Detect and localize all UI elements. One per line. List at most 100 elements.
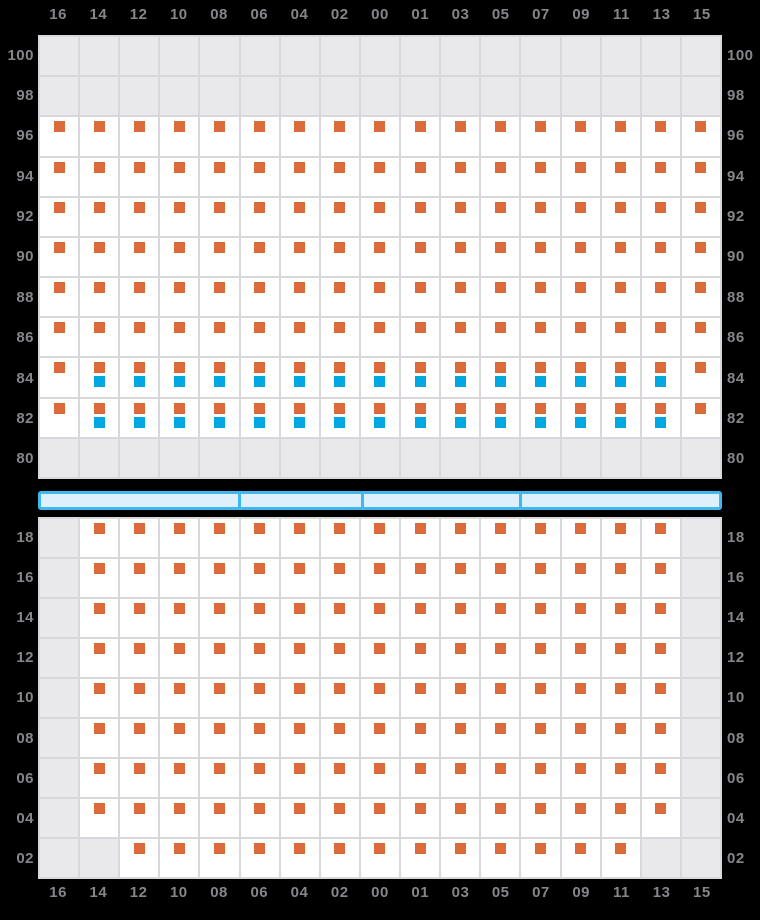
slot-cell[interactable] xyxy=(481,679,520,717)
slot-cell[interactable] xyxy=(481,639,520,677)
slot-cell[interactable] xyxy=(481,398,520,437)
slot-cell[interactable] xyxy=(681,719,720,757)
slot-cell[interactable] xyxy=(360,719,400,757)
slot-cell[interactable] xyxy=(521,398,560,437)
slot-cell[interactable] xyxy=(681,519,720,557)
slot-cell[interactable] xyxy=(160,839,199,877)
slot-cell[interactable] xyxy=(681,438,720,477)
slot-cell[interactable] xyxy=(441,197,480,236)
slot-cell[interactable] xyxy=(320,37,359,76)
slot-cell[interactable] xyxy=(521,278,560,317)
slot-cell[interactable] xyxy=(280,278,319,317)
slot-cell[interactable] xyxy=(320,559,359,597)
slot-cell[interactable] xyxy=(521,519,560,557)
slot-cell[interactable] xyxy=(601,719,640,757)
slot-cell[interactable] xyxy=(641,559,680,597)
slot-cell[interactable] xyxy=(641,398,680,437)
slot-cell[interactable] xyxy=(40,278,79,317)
slot-cell[interactable] xyxy=(681,318,720,357)
slot-cell[interactable] xyxy=(401,639,440,677)
slot-cell[interactable] xyxy=(481,318,520,357)
slot-cell[interactable] xyxy=(120,157,159,196)
slot-cell[interactable] xyxy=(681,679,720,717)
slot-cell[interactable] xyxy=(200,117,239,156)
slot-cell[interactable] xyxy=(240,358,279,397)
slot-cell[interactable] xyxy=(521,438,560,477)
slot-cell[interactable] xyxy=(240,237,279,277)
slot-cell[interactable] xyxy=(441,839,480,877)
slot-cell[interactable] xyxy=(601,197,640,236)
slot-cell[interactable] xyxy=(200,237,239,277)
slot-cell[interactable] xyxy=(120,117,159,156)
slot-cell[interactable] xyxy=(601,237,640,277)
slot-cell[interactable] xyxy=(360,237,400,277)
slot-cell[interactable] xyxy=(641,679,680,717)
slot-cell[interactable] xyxy=(200,318,239,357)
slot-cell[interactable] xyxy=(601,559,640,597)
slot-cell[interactable] xyxy=(240,37,279,76)
slot-cell[interactable] xyxy=(80,679,119,717)
slot-cell[interactable] xyxy=(240,839,279,877)
slot-cell[interactable] xyxy=(320,398,359,437)
slot-cell[interactable] xyxy=(641,438,680,477)
slot-cell[interactable] xyxy=(401,599,440,637)
slot-cell[interactable] xyxy=(360,77,400,116)
slot-cell[interactable] xyxy=(561,839,600,877)
slot-cell[interactable] xyxy=(240,438,279,477)
slot-cell[interactable] xyxy=(80,237,119,277)
slot-cell[interactable] xyxy=(360,679,400,717)
slot-cell[interactable] xyxy=(120,318,159,357)
slot-cell[interactable] xyxy=(320,358,359,397)
slot-cell[interactable] xyxy=(641,759,680,797)
slot-cell[interactable] xyxy=(160,157,199,196)
slot-cell[interactable] xyxy=(681,559,720,597)
slot-cell[interactable] xyxy=(160,318,199,357)
slot-cell[interactable] xyxy=(40,799,79,837)
slot-cell[interactable] xyxy=(80,77,119,116)
slot-cell[interactable] xyxy=(681,398,720,437)
slot-cell[interactable] xyxy=(481,278,520,317)
slot-cell[interactable] xyxy=(401,77,440,116)
slot-cell[interactable] xyxy=(200,719,239,757)
slot-cell[interactable] xyxy=(320,599,359,637)
slot-cell[interactable] xyxy=(240,519,279,557)
slot-cell[interactable] xyxy=(401,839,440,877)
slot-cell[interactable] xyxy=(561,559,600,597)
slot-cell[interactable] xyxy=(481,559,520,597)
slot-cell[interactable] xyxy=(160,278,199,317)
slot-cell[interactable] xyxy=(240,559,279,597)
slot-cell[interactable] xyxy=(401,237,440,277)
slot-cell[interactable] xyxy=(441,398,480,437)
slot-cell[interactable] xyxy=(240,639,279,677)
slot-cell[interactable] xyxy=(160,237,199,277)
slot-cell[interactable] xyxy=(521,839,560,877)
slot-cell[interactable] xyxy=(561,759,600,797)
slot-cell[interactable] xyxy=(601,37,640,76)
slot-cell[interactable] xyxy=(240,77,279,116)
slot-cell[interactable] xyxy=(120,237,159,277)
slot-cell[interactable] xyxy=(601,759,640,797)
slot-cell[interactable] xyxy=(601,318,640,357)
slot-cell[interactable] xyxy=(240,197,279,236)
slot-cell[interactable] xyxy=(320,438,359,477)
slot-cell[interactable] xyxy=(360,358,400,397)
slot-cell[interactable] xyxy=(80,157,119,196)
slot-cell[interactable] xyxy=(120,679,159,717)
slot-cell[interactable] xyxy=(80,37,119,76)
slot-cell[interactable] xyxy=(320,157,359,196)
slot-cell[interactable] xyxy=(561,37,600,76)
slot-cell[interactable] xyxy=(40,599,79,637)
slot-cell[interactable] xyxy=(40,197,79,236)
slot-cell[interactable] xyxy=(561,799,600,837)
hatch-cover-segment[interactable] xyxy=(41,494,238,507)
slot-cell[interactable] xyxy=(561,438,600,477)
slot-cell[interactable] xyxy=(240,599,279,637)
slot-cell[interactable] xyxy=(40,839,79,877)
slot-cell[interactable] xyxy=(681,117,720,156)
slot-cell[interactable] xyxy=(360,398,400,437)
slot-cell[interactable] xyxy=(681,799,720,837)
slot-cell[interactable] xyxy=(320,839,359,877)
slot-cell[interactable] xyxy=(521,599,560,637)
slot-cell[interactable] xyxy=(681,37,720,76)
slot-cell[interactable] xyxy=(200,398,239,437)
